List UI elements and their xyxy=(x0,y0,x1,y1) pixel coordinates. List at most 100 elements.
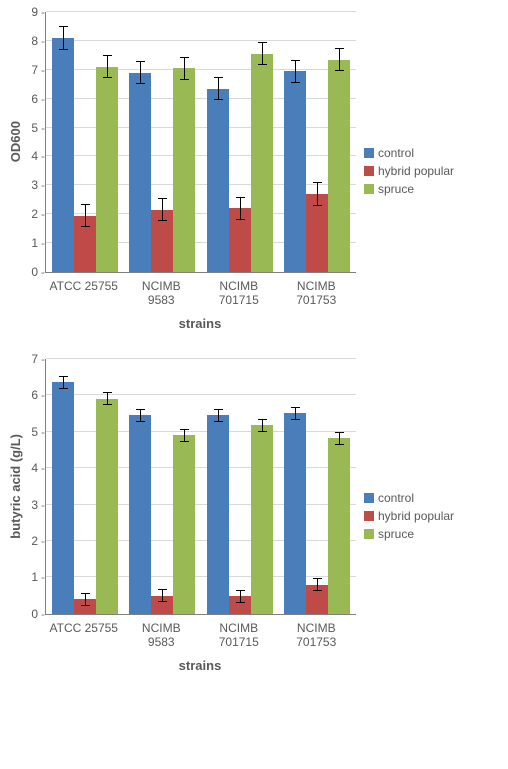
legend-item-hybrid_popular: hybrid popular xyxy=(364,164,454,178)
bar-hybrid_popular xyxy=(229,208,251,272)
legend-swatch xyxy=(364,511,374,521)
bar-control xyxy=(52,38,74,272)
error-bar xyxy=(107,55,108,78)
legend-swatch xyxy=(364,493,374,503)
error-bar xyxy=(85,593,86,606)
chart_od600: OD6000-1-2-3-4-5-6-7-8-9-ATCC 25755NCIMB… xyxy=(8,12,500,331)
y-tick: 2- xyxy=(31,207,45,221)
error-bar xyxy=(184,57,185,80)
bar-hybrid_popular xyxy=(229,596,251,613)
bar-spruce xyxy=(173,435,195,614)
bar-hybrid_popular xyxy=(74,216,96,272)
x-tick-label: NCIMB701715 xyxy=(200,615,278,650)
legend-label: hybrid popular xyxy=(378,164,454,178)
bar-spruce xyxy=(251,425,273,614)
legend-swatch xyxy=(364,184,374,194)
error-bar xyxy=(218,409,219,422)
bar-spruce xyxy=(328,438,350,614)
y-tick: 5- xyxy=(31,121,45,135)
error-bar xyxy=(240,197,241,220)
bar-group xyxy=(124,359,202,614)
error-bar xyxy=(317,182,318,205)
x-tick-label: NCIMB9583 xyxy=(123,273,201,308)
y-tick: 6- xyxy=(31,388,45,402)
bar-spruce xyxy=(96,67,118,272)
y-tick: 6- xyxy=(31,92,45,106)
error-bar xyxy=(107,392,108,405)
legend-item-hybrid_popular: hybrid popular xyxy=(364,509,454,523)
bar-group xyxy=(279,12,357,272)
error-bar xyxy=(63,26,64,49)
error-bar xyxy=(218,77,219,100)
error-bar xyxy=(339,432,340,445)
y-tick: 8- xyxy=(31,34,45,48)
y-tick: 4- xyxy=(31,149,45,163)
x-tick-label: NCIMB9583 xyxy=(123,615,201,650)
y-tick: 2- xyxy=(31,534,45,548)
bar-control xyxy=(284,413,306,613)
legend-label: spruce xyxy=(378,182,414,196)
error-bar xyxy=(85,204,86,227)
bar-spruce xyxy=(251,54,273,272)
x-tick-label: NCIMB701753 xyxy=(278,273,356,308)
legend-swatch xyxy=(364,148,374,158)
bar-control xyxy=(207,89,229,272)
error-bar xyxy=(262,419,263,432)
x-tick-label: NCIMB701753 xyxy=(278,615,356,650)
legend-item-control: control xyxy=(364,146,454,160)
bar-group xyxy=(46,359,124,614)
bar-hybrid_popular xyxy=(151,596,173,614)
legend-label: spruce xyxy=(378,527,414,541)
legend-swatch xyxy=(364,166,374,176)
plot-area xyxy=(45,12,356,273)
legend-swatch xyxy=(364,529,374,539)
bar-hybrid_popular xyxy=(151,210,173,272)
y-tick: 1- xyxy=(31,236,45,250)
y-tick: 5- xyxy=(31,425,45,439)
y-tick: 7- xyxy=(31,352,45,366)
error-bar xyxy=(295,407,296,420)
error-bar xyxy=(140,409,141,422)
bar-control xyxy=(52,382,74,613)
x-axis-label: strains xyxy=(45,658,355,673)
bar-group xyxy=(46,12,124,272)
bar-spruce xyxy=(328,60,350,272)
bar-control xyxy=(207,415,229,614)
legend-item-control: control xyxy=(364,491,454,505)
bar-control xyxy=(284,71,306,272)
bar-spruce xyxy=(173,68,195,272)
legend-label: control xyxy=(378,146,414,160)
x-tick-label: NCIMB701715 xyxy=(200,273,278,308)
bar-hybrid_popular xyxy=(74,599,96,614)
error-bar xyxy=(240,590,241,603)
y-tick: 0- xyxy=(31,607,45,621)
bar-hybrid_popular xyxy=(306,194,328,272)
y-tick: 7- xyxy=(31,63,45,77)
x-axis-label: strains xyxy=(45,316,355,331)
y-axis-label: butyric acid (g/L) xyxy=(8,434,23,539)
y-tick: 1- xyxy=(31,570,45,584)
legend-label: hybrid popular xyxy=(378,509,454,523)
error-bar xyxy=(339,48,340,71)
legend-item-spruce: spruce xyxy=(364,182,454,196)
bar-group xyxy=(279,359,357,614)
y-tick: 3- xyxy=(31,178,45,192)
bar-group xyxy=(201,359,279,614)
x-tick-label: ATCC 25755 xyxy=(45,273,123,308)
error-bar xyxy=(262,42,263,65)
bar-group xyxy=(201,12,279,272)
y-axis-label: OD600 xyxy=(8,121,23,162)
error-bar xyxy=(295,60,296,83)
legend: control hybrid popular spruce xyxy=(364,388,454,643)
bar-control xyxy=(129,73,151,272)
legend-label: control xyxy=(378,491,414,505)
y-tick: 3- xyxy=(31,498,45,512)
y-tick: 9- xyxy=(31,5,45,19)
legend-item-spruce: spruce xyxy=(364,527,454,541)
x-tick-label: ATCC 25755 xyxy=(45,615,123,650)
y-tick: 4- xyxy=(31,461,45,475)
error-bar xyxy=(63,376,64,389)
legend: control hybrid popular spruce xyxy=(364,41,454,301)
bar-group xyxy=(124,12,202,272)
chart_butyric: butyric acid (g/L)0-1-2-3-4-5-6-7-ATCC 2… xyxy=(8,359,500,673)
